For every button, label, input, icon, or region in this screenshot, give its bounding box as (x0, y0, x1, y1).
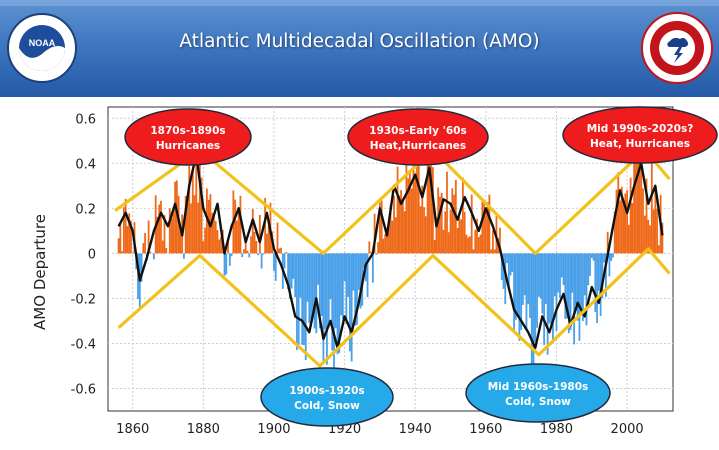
noaa-seagull-icon (19, 46, 65, 71)
x-tick-label: 1900 (257, 422, 290, 437)
annotation-line2: Heat, Hurricanes (590, 138, 690, 150)
x-tick-label: 1880 (187, 422, 220, 437)
annotation-line1: 1900s-1920s (289, 385, 364, 397)
annotation-line2: Cold, Snow (505, 396, 571, 408)
annotation-line2: Cold, Snow (294, 400, 360, 412)
lightning-icon (674, 47, 683, 63)
x-tick-label: 1960 (469, 422, 502, 437)
annotation-line1: Mid 1960s-1980s (488, 381, 589, 393)
y-tick-label: -0.2 (71, 292, 96, 307)
y-tick-label: 0.2 (75, 202, 96, 217)
page-title: Atlantic Multidecadal Oscillation (AMO) (179, 31, 540, 52)
annotation-ellipse (465, 363, 611, 423)
annotation-ellipse (260, 367, 394, 427)
x-tick-label: 2000 (611, 422, 644, 437)
annotation-line1: Mid 1990s-2020s? (587, 123, 694, 135)
national-weather-service-logo (641, 12, 713, 84)
warm-period-label: 1870s-1890s Hurricanes (124, 108, 252, 166)
period-annotations: 1870s-1890s Hurricanes 1930s-Early '60s Hea… (124, 106, 718, 427)
annotation-ellipse (562, 106, 718, 164)
warm-period-label: 1930s-Early '60s Heat,Hurricanes (347, 108, 489, 166)
title-bar-highlight (0, 0, 719, 6)
trend-line-lower (117, 247, 671, 368)
cold-period-label: Mid 1960s-1980s Cold, Snow (465, 363, 611, 423)
y-tick-label: 0 (88, 247, 96, 262)
cold-period-label: 1900s-1920s Cold, Snow (260, 367, 394, 427)
noaa-logo: NOAA (7, 13, 77, 83)
x-tick-label: 1980 (540, 422, 573, 437)
amo-chart: 1860 1880 1900 1920 1940 1960 1980 20000.60.40.… (31, 106, 718, 437)
y-tick-label: 0.6 (75, 112, 96, 127)
annotation-line1: 1930s-Early '60s (369, 125, 466, 137)
x-tick-label: 1860 (116, 422, 149, 437)
y-tick-label: 0.4 (75, 157, 96, 172)
axis-ticks: 1860 1880 1900 1920 1940 1960 1980 20000.60.40.… (71, 112, 644, 437)
y-axis-label: AMO Departure (31, 214, 49, 330)
warm-period-label: Mid 1990s-2020s? Heat, Hurricanes (562, 106, 718, 164)
y-tick-label: -0.6 (71, 382, 96, 397)
cloud-icon (667, 37, 689, 47)
annotation-line2: Heat,Hurricanes (370, 140, 466, 152)
noaa-center-text: NOAA (29, 38, 56, 48)
annotation-ellipse (124, 108, 252, 166)
annotation-ellipse (347, 108, 489, 166)
annotation-line2: Hurricanes (156, 140, 220, 152)
annotation-line1: 1870s-1890s (150, 125, 225, 137)
title-bar: Atlantic Multidecadal Oscillation (AMO) … (0, 0, 719, 97)
x-tick-label: 1940 (399, 422, 432, 437)
y-tick-label: -0.4 (71, 337, 96, 352)
